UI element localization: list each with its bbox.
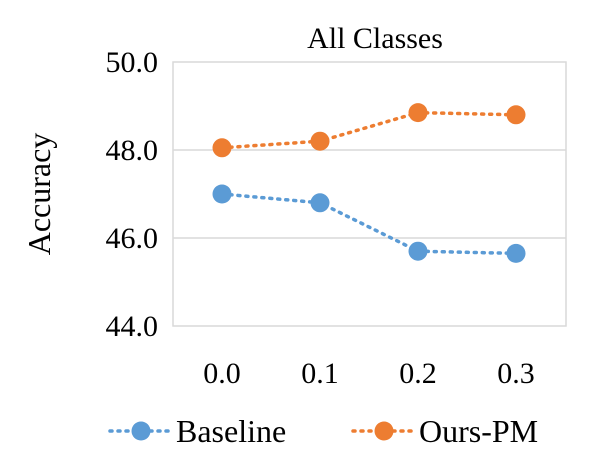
series-lines xyxy=(212,103,526,263)
series-ours-pm xyxy=(212,103,526,158)
data-point xyxy=(212,184,232,204)
plot-area-frame xyxy=(172,61,567,327)
data-point xyxy=(506,243,526,263)
y-axis-ticks: 44.0 46.0 48.0 50.0 xyxy=(106,46,159,343)
data-point xyxy=(310,193,330,213)
y-tick-label: 46.0 xyxy=(106,222,159,255)
data-point xyxy=(506,105,526,125)
x-tick-label: 0.3 xyxy=(497,357,535,390)
x-tick-label: 0.0 xyxy=(203,357,241,390)
legend-marker xyxy=(374,421,394,441)
x-tick-label: 0.2 xyxy=(399,357,437,390)
legend-item: Baseline xyxy=(108,413,286,449)
legend-label: Ours-PM xyxy=(419,413,538,449)
y-axis-label: Accuracy xyxy=(21,133,57,256)
y-tick-label: 50.0 xyxy=(106,46,159,79)
legend: Baseline Ours-PM xyxy=(108,413,538,449)
y-tick-label: 48.0 xyxy=(106,134,159,167)
series-line xyxy=(220,110,518,150)
legend-marker xyxy=(131,421,151,441)
series-baseline xyxy=(212,184,526,263)
x-axis-ticks: 0.0 0.1 0.2 0.3 xyxy=(203,357,535,390)
chart-title: All Classes xyxy=(307,22,443,55)
series-line xyxy=(220,192,518,256)
y-tick-label: 44.0 xyxy=(106,310,159,343)
legend-label: Baseline xyxy=(176,413,286,449)
data-point xyxy=(408,241,428,261)
data-point xyxy=(310,131,330,151)
legend-item: Ours-PM xyxy=(351,413,538,449)
data-point xyxy=(212,138,232,158)
x-tick-label: 0.1 xyxy=(301,357,339,390)
data-point xyxy=(408,103,428,123)
gridlines xyxy=(173,149,566,239)
